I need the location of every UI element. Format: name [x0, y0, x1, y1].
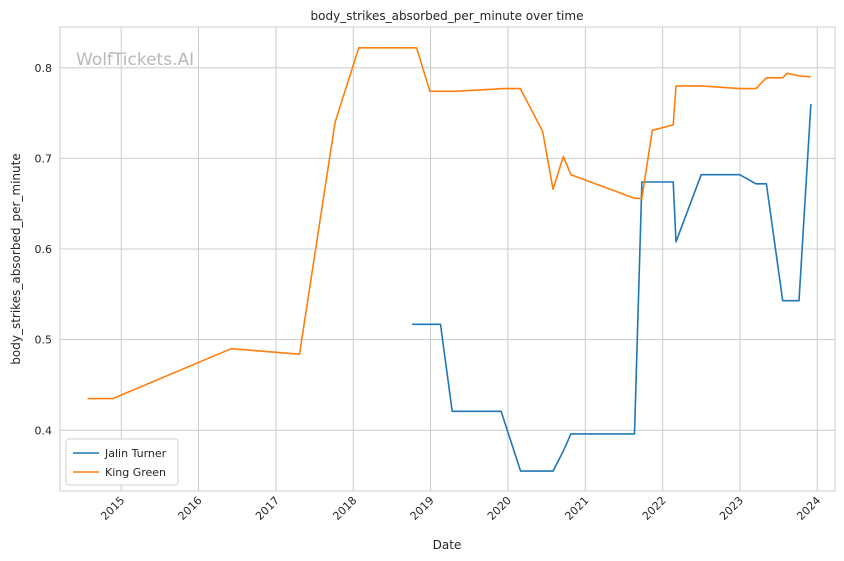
- y-tick-label: 0.8: [35, 62, 53, 75]
- series-layer: [87, 46, 812, 472]
- y-axis-label: body_strikes_absorbed_per_minute: [9, 153, 23, 364]
- legend-label-king-green: King Green: [105, 466, 166, 479]
- y-tick-label: 0.6: [35, 243, 53, 256]
- series-line-king-green: [87, 46, 811, 400]
- plot-area: WolfTickets.AI: [59, 26, 836, 492]
- legend-label-jalin-turner: Jalin Turner: [104, 447, 167, 460]
- x-axis-label: Date: [433, 538, 462, 552]
- legend-box: [65, 438, 179, 486]
- y-tick-label: 0.5: [35, 334, 53, 347]
- y-tick-label: 0.7: [35, 152, 53, 165]
- series-line-jalin-turner: [412, 103, 812, 472]
- watermark: WolfTickets.AI: [76, 50, 194, 70]
- chart-title: body_strikes_absorbed_per_minute over ti…: [311, 9, 584, 23]
- y-tick-label: 0.4: [35, 424, 53, 437]
- y-axis-ticks: 0.4 0.5 0.6 0.7 0.8: [35, 62, 53, 438]
- legend: Jalin Turner King Green: [65, 438, 179, 486]
- grid: [60, 27, 835, 491]
- plot-frame: [59, 26, 836, 492]
